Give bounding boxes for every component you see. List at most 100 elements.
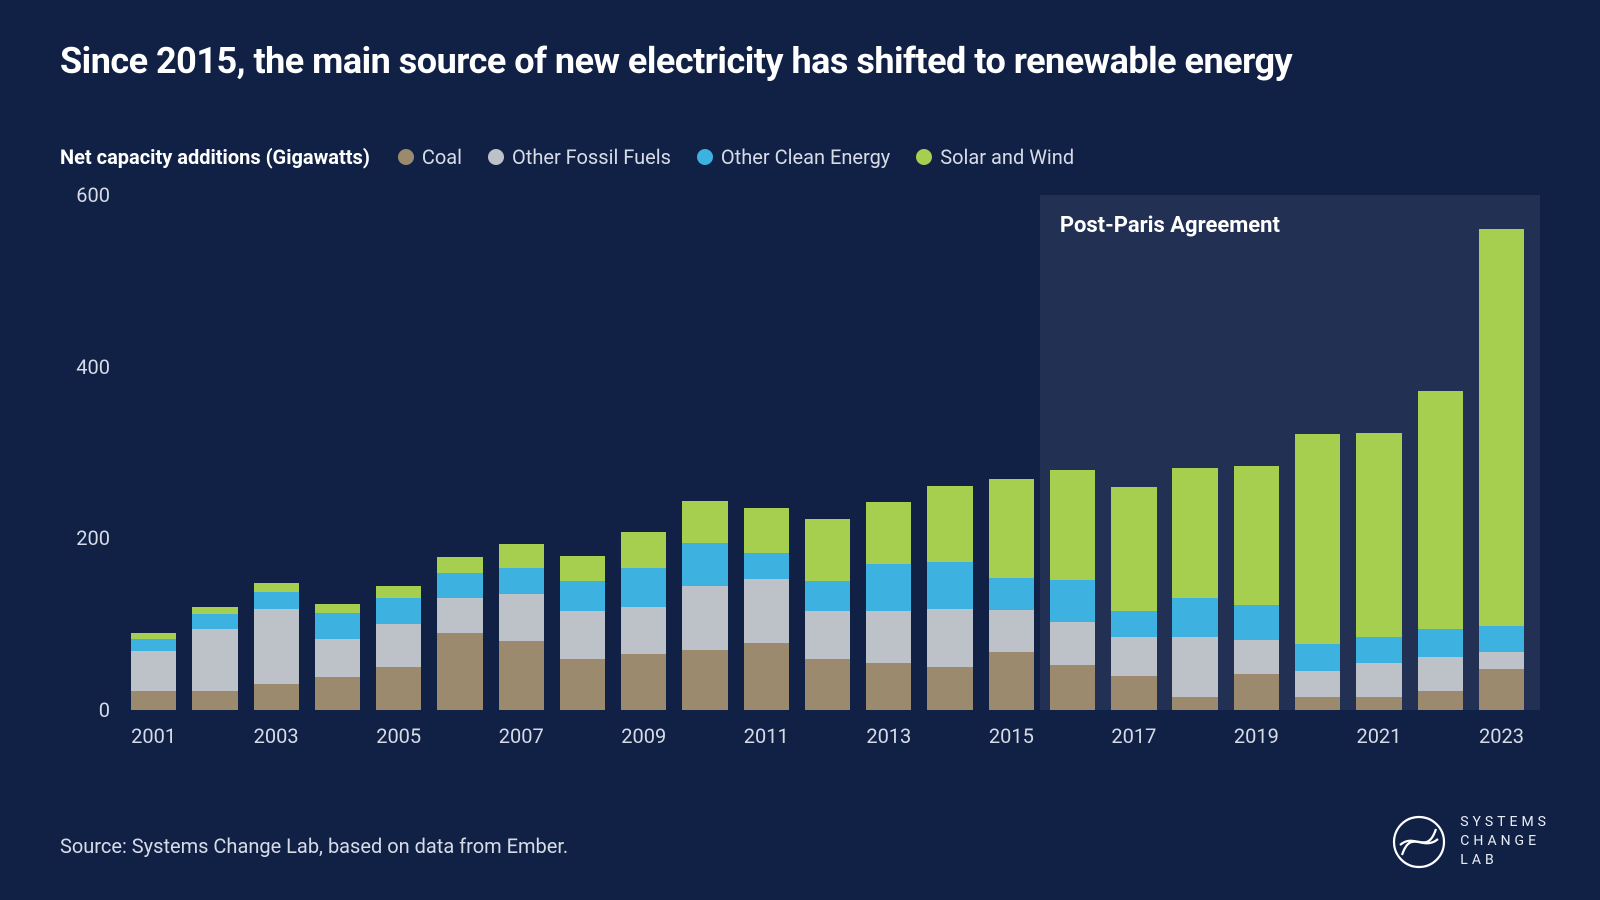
x-tick: 2015 <box>981 724 1042 748</box>
segment-other_clean <box>927 562 972 609</box>
segment-coal <box>560 659 605 711</box>
logo-text: SYSTEMS CHANGE LAB <box>1460 813 1550 870</box>
segment-solar_wind <box>927 486 972 562</box>
bar-2009: 2009 <box>613 195 674 710</box>
segment-solar_wind <box>1356 433 1401 637</box>
segment-coal <box>744 643 789 710</box>
segment-coal <box>1356 697 1401 710</box>
legend-label: Solar and Wind <box>940 145 1074 169</box>
y-tick: 0 <box>60 698 110 722</box>
segment-other_fossil <box>437 598 482 632</box>
segment-other_clean <box>682 543 727 586</box>
x-tick: 2003 <box>246 724 307 748</box>
segment-other_clean <box>254 592 299 609</box>
segment-other_clean <box>866 564 911 611</box>
legend-label: Coal <box>422 145 462 169</box>
segment-solar_wind <box>621 532 666 568</box>
segment-other_fossil <box>192 629 237 691</box>
segment-other_clean <box>437 573 482 599</box>
segment-other_fossil <box>805 611 850 658</box>
segment-solar_wind <box>192 607 237 614</box>
segment-other_fossil <box>621 607 666 654</box>
bar-2018 <box>1165 195 1226 710</box>
segment-other_clean <box>989 578 1034 611</box>
segment-other_clean <box>1356 637 1401 663</box>
x-tick: 2023 <box>1471 724 1532 748</box>
bar-2002 <box>184 195 245 710</box>
bar-2020 <box>1287 195 1348 710</box>
segment-coal <box>499 641 544 710</box>
bar-2016 <box>1042 195 1103 710</box>
x-tick: 2009 <box>613 724 674 748</box>
logo-line-1: SYSTEMS <box>1460 813 1550 832</box>
bar-2003: 2003 <box>246 195 307 710</box>
segment-coal <box>927 667 972 710</box>
segment-other_clean <box>1050 580 1095 623</box>
segment-coal <box>1234 674 1279 710</box>
segment-other_fossil <box>1479 652 1524 669</box>
legend-row: Net capacity additions (Gigawatts) Coal O… <box>60 145 1074 169</box>
legend-swatch-icon <box>398 149 414 165</box>
segment-coal <box>437 633 482 710</box>
bar-2017: 2017 <box>1103 195 1164 710</box>
segment-other_fossil <box>1418 657 1463 691</box>
segment-other_clean <box>805 581 850 611</box>
legend-label: Other Fossil Fuels <box>512 145 671 169</box>
y-axis-label: Net capacity additions (Gigawatts) <box>60 145 370 169</box>
segment-other_fossil <box>254 609 299 685</box>
bar-2015: 2015 <box>981 195 1042 710</box>
bar-2014 <box>919 195 980 710</box>
segment-other_fossil <box>315 639 360 678</box>
x-tick: 2021 <box>1348 724 1409 748</box>
bar-2001: 2001 <box>123 195 184 710</box>
segment-coal <box>376 667 421 710</box>
legend-item-other_clean: Other Clean Energy <box>697 145 890 169</box>
bar-2011: 2011 <box>736 195 797 710</box>
bar-2006 <box>429 195 490 710</box>
segment-other_clean <box>315 613 360 639</box>
legend-label: Other Clean Energy <box>721 145 890 169</box>
segment-other_clean <box>1479 626 1524 652</box>
segment-solar_wind <box>376 586 421 599</box>
bar-2021: 2021 <box>1348 195 1409 710</box>
segment-other_clean <box>499 568 544 594</box>
segment-other_clean <box>1418 629 1463 656</box>
segment-solar_wind <box>1172 468 1217 598</box>
segment-coal <box>805 659 850 711</box>
segment-other_clean <box>1172 598 1217 637</box>
bar-2010 <box>674 195 735 710</box>
segment-solar_wind <box>1234 466 1279 605</box>
segment-other_clean <box>376 598 421 624</box>
bar-2013: 2013 <box>858 195 919 710</box>
segment-other_fossil <box>989 610 1034 651</box>
segment-other_fossil <box>866 611 911 663</box>
segment-solar_wind <box>744 508 789 553</box>
bar-2023: 2023 <box>1471 195 1532 710</box>
segment-other_clean <box>192 614 237 629</box>
bar-2022 <box>1410 195 1471 710</box>
segment-solar_wind <box>315 604 360 613</box>
y-tick: 200 <box>60 526 110 550</box>
legend-item-coal: Coal <box>398 145 462 169</box>
segment-other_clean <box>131 639 176 651</box>
segment-other_fossil <box>682 586 727 650</box>
segment-coal <box>1479 669 1524 710</box>
logo-line-2: CHANGE <box>1460 832 1550 851</box>
segment-solar_wind <box>1418 391 1463 630</box>
segment-other_fossil <box>744 579 789 643</box>
segment-coal <box>989 652 1034 710</box>
segment-solar_wind <box>989 479 1034 578</box>
segment-other_fossil <box>927 609 972 667</box>
legend-swatch-icon <box>697 149 713 165</box>
segment-coal <box>254 684 299 710</box>
x-tick: 2005 <box>368 724 429 748</box>
segment-coal <box>682 650 727 710</box>
legend-swatch-icon <box>488 149 504 165</box>
segment-coal <box>621 654 666 710</box>
segment-coal <box>131 691 176 710</box>
segment-other_clean <box>744 553 789 579</box>
source-caption: Source: Systems Change Lab, based on dat… <box>60 834 568 858</box>
x-tick: 2011 <box>736 724 797 748</box>
segment-coal <box>1050 665 1095 710</box>
legend-swatch-icon <box>916 149 932 165</box>
